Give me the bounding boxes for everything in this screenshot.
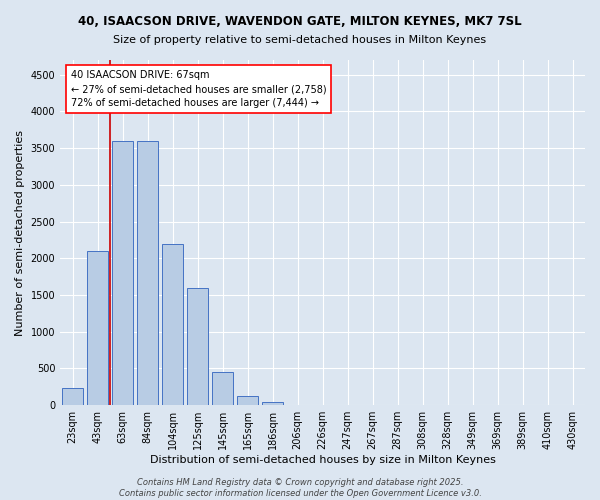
Bar bbox=[162, 244, 183, 405]
Bar bbox=[212, 372, 233, 405]
Bar bbox=[262, 402, 283, 405]
Text: Contains HM Land Registry data © Crown copyright and database right 2025.
Contai: Contains HM Land Registry data © Crown c… bbox=[119, 478, 481, 498]
Bar bbox=[137, 141, 158, 405]
Y-axis label: Number of semi-detached properties: Number of semi-detached properties bbox=[15, 130, 25, 336]
Bar bbox=[237, 396, 258, 405]
X-axis label: Distribution of semi-detached houses by size in Milton Keynes: Distribution of semi-detached houses by … bbox=[149, 455, 496, 465]
Bar bbox=[87, 251, 108, 405]
Bar bbox=[62, 388, 83, 405]
Bar bbox=[112, 141, 133, 405]
Text: 40, ISAACSON DRIVE, WAVENDON GATE, MILTON KEYNES, MK7 7SL: 40, ISAACSON DRIVE, WAVENDON GATE, MILTO… bbox=[78, 15, 522, 28]
Text: 40 ISAACSON DRIVE: 67sqm
← 27% of semi-detached houses are smaller (2,758)
72% o: 40 ISAACSON DRIVE: 67sqm ← 27% of semi-d… bbox=[71, 70, 326, 108]
Bar bbox=[187, 288, 208, 405]
Text: Size of property relative to semi-detached houses in Milton Keynes: Size of property relative to semi-detach… bbox=[113, 35, 487, 45]
